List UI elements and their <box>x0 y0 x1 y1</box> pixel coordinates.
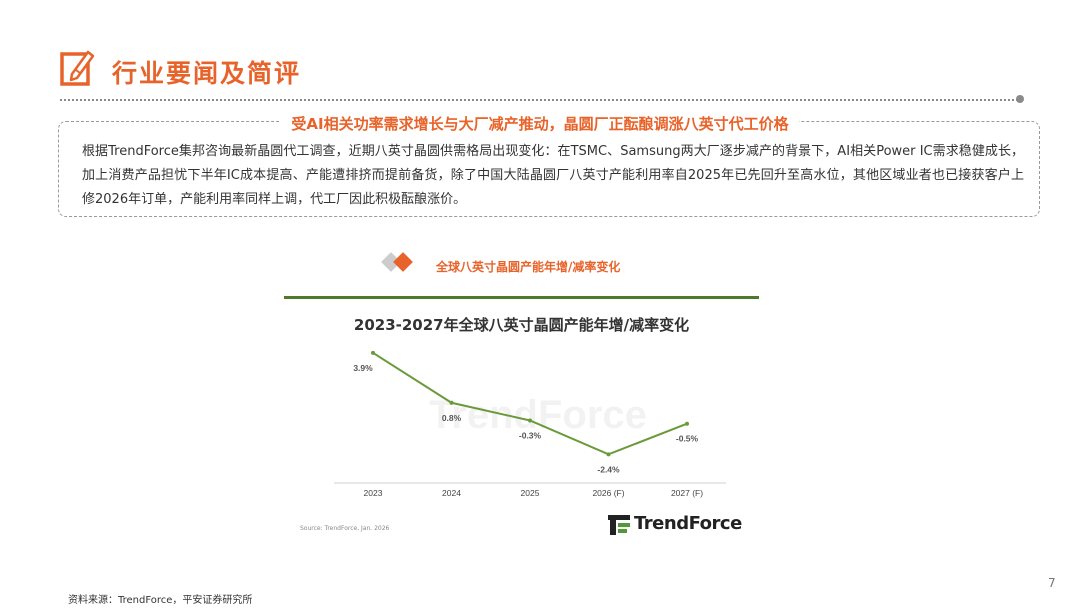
chart-watermark: TrendForce <box>429 393 647 437</box>
header-divider-dot <box>1016 95 1024 103</box>
diamond-orange-icon <box>393 252 413 272</box>
trendforce-logo-icon <box>608 515 630 535</box>
data-point <box>371 350 375 355</box>
chart-top-rule <box>284 296 759 299</box>
data-point <box>606 452 611 457</box>
data-point <box>528 418 532 423</box>
chart-title: 2023-2027年全球八英寸晶圆产能年增/减率变化 <box>353 316 690 334</box>
x-tick-label: 2026 (F) <box>592 488 624 498</box>
summary-title: 受AI相关功率需求增长与大厂减产推动，晶圆厂正酝酿调涨八英寸代工价格 <box>281 115 799 133</box>
trendforce-brand: TrendForce <box>634 513 742 534</box>
figure-subtitle: 全球八英寸晶圆产能年增/减率变化 <box>436 260 621 274</box>
data-label: -2.4% <box>597 464 620 474</box>
line-chart: TrendForce 3.9% 2023 0.8% 2024 -0.3% 2025 -2.4… <box>334 350 726 498</box>
x-tick-label: 2025 <box>521 488 540 498</box>
header-divider <box>60 99 1018 101</box>
data-label: -0.3% <box>519 431 542 441</box>
page-number: 7 <box>1048 576 1056 590</box>
page-title: 行业要闻及简评 <box>112 59 302 88</box>
summary-body: 根据TrendForce集邦咨询最新晶圆代工调查，近期八英寸晶圆供需格局出现变化… <box>82 144 1024 207</box>
data-label: 0.8% <box>442 413 462 423</box>
summary-title-wrap: 受AI相关功率需求增长与大厂减产推动，晶圆厂正酝酿调涨八英寸代工价格 <box>0 113 1080 134</box>
pencil-note-icon <box>60 50 95 86</box>
footer-source: 资料来源：TrendForce，平安证券研究所 <box>68 595 253 606</box>
data-point <box>685 421 689 426</box>
data-point <box>449 400 454 405</box>
data-label: 3.9% <box>353 363 373 373</box>
x-tick-label: 2023 <box>364 488 383 498</box>
chart-source-note: Source: TrendForce, Jan. 2026 <box>300 525 390 532</box>
x-tick-label: 2027 (F) <box>671 488 703 498</box>
x-tick-label: 2024 <box>442 488 461 498</box>
data-label: -0.5% <box>676 434 699 444</box>
